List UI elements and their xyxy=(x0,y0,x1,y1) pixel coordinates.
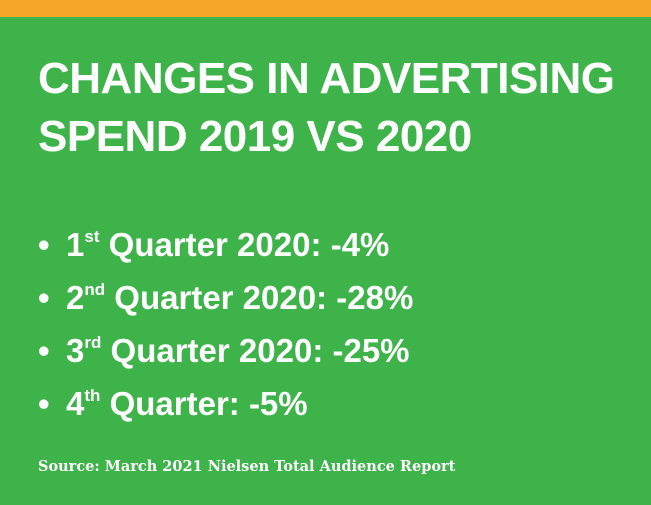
quarter-change-text: Quarter 2020: -4% xyxy=(99,226,390,263)
quarter-change-text: Quarter: -5% xyxy=(100,385,308,422)
ordinal-suffix: nd xyxy=(84,280,106,299)
bullet-icon: • xyxy=(38,279,50,316)
top-accent-bar xyxy=(0,0,651,17)
ordinal-suffix: th xyxy=(84,386,101,405)
source-citation: Source: March 2021 Nielsen Total Audienc… xyxy=(38,458,456,475)
bullet-icon: • xyxy=(38,226,50,263)
headline-line-1: CHANGES IN ADVERTISING xyxy=(38,54,615,103)
quarter-number: 2 xyxy=(66,279,85,316)
infographic-card xyxy=(0,17,651,505)
quarter-change-text: Quarter 2020: -28% xyxy=(105,279,414,316)
list-item: • 3rd Quarter 2020: -25% xyxy=(38,324,413,377)
quarter-number: 3 xyxy=(66,332,85,369)
headline: CHANGES IN ADVERTISING SPEND 2019 VS 202… xyxy=(38,50,628,166)
list-item: • 4th Quarter: -5% xyxy=(38,377,413,430)
list-item: • 1st Quarter 2020: -4% xyxy=(38,218,413,271)
quarter-change-list: • 1st Quarter 2020: -4% • 2nd Quarter 2020… xyxy=(38,218,413,430)
quarter-change-text: Quarter 2020: -25% xyxy=(101,332,410,369)
list-item: • 2nd Quarter 2020: -28% xyxy=(38,271,413,324)
ordinal-suffix: rd xyxy=(84,333,102,352)
bullet-icon: • xyxy=(38,385,50,422)
bullet-icon: • xyxy=(38,332,50,369)
ordinal-suffix: st xyxy=(84,227,100,246)
headline-line-2: SPEND 2019 VS 2020 xyxy=(38,112,472,161)
quarter-number: 1 xyxy=(66,226,85,263)
quarter-number: 4 xyxy=(66,385,85,422)
